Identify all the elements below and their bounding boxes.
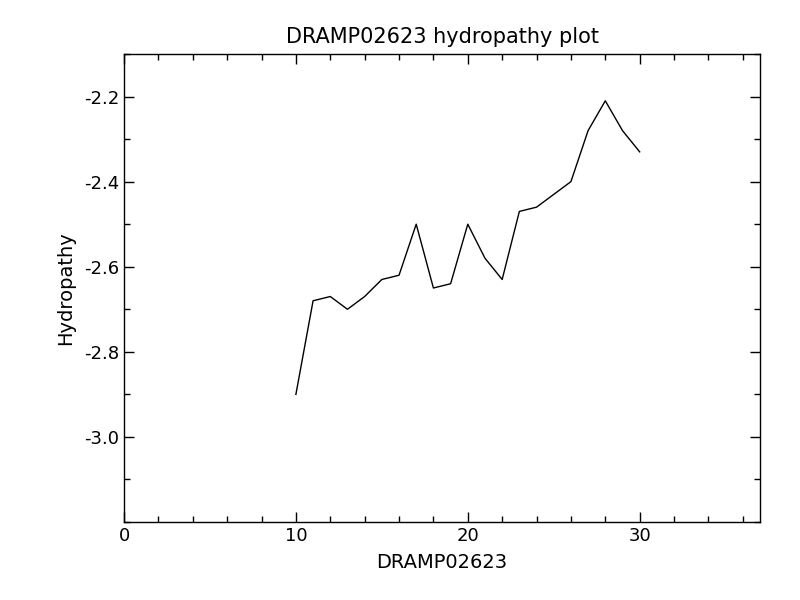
X-axis label: DRAMP02623: DRAMP02623 — [377, 553, 507, 572]
Title: DRAMP02623 hydropathy plot: DRAMP02623 hydropathy plot — [286, 27, 598, 47]
Y-axis label: Hydropathy: Hydropathy — [57, 231, 75, 345]
